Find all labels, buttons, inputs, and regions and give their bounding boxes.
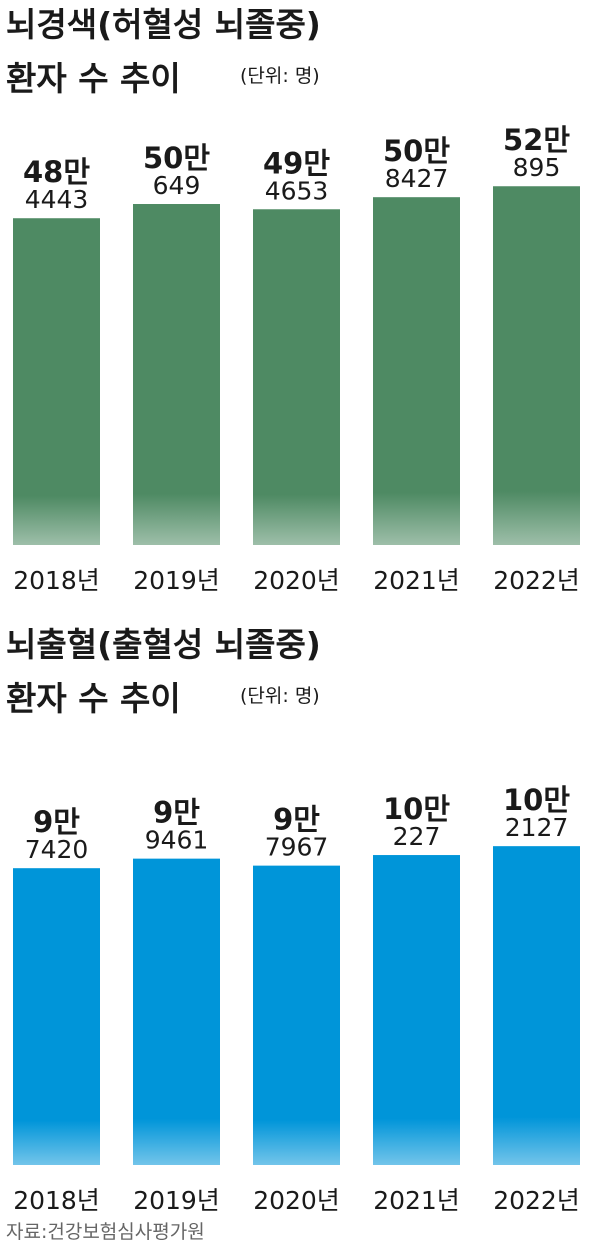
value-label-rest: 2127 (505, 813, 569, 842)
x-tick-label: 2020년 (253, 566, 340, 595)
bar (373, 197, 460, 545)
value-label-rest: 9461 (145, 826, 209, 855)
unit-label: (단위: 명) (240, 65, 320, 87)
value-label-main: 50만 (143, 141, 210, 175)
value-label-main: 50만 (383, 134, 450, 168)
value-label-rest: 8427 (385, 164, 449, 193)
bar (13, 218, 100, 545)
bar (493, 186, 580, 546)
value-label-rest: 4653 (265, 176, 329, 205)
bar (493, 846, 580, 1165)
x-tick-label: 2018년 (13, 566, 100, 595)
value-label-main: 9만 (273, 803, 320, 837)
chart-title: 뇌출혈(출혈성 뇌졸중) (6, 625, 321, 664)
bar (373, 855, 460, 1165)
chart-subtitle: 환자 수 추이 (6, 59, 181, 98)
x-tick-label: 2022년 (493, 566, 580, 595)
value-label-rest: 4443 (25, 185, 89, 214)
chart-title: 뇌경색(허혈성 뇌졸중) (6, 5, 321, 44)
bar (13, 868, 100, 1165)
x-tick-label: 2018년 (13, 1186, 100, 1215)
value-label-rest: 649 (153, 171, 201, 200)
value-label-rest: 227 (393, 822, 441, 851)
value-label-main: 10만 (383, 792, 450, 826)
bar (133, 204, 220, 545)
value-label-main: 10만 (503, 783, 570, 817)
value-label-rest: 895 (513, 153, 561, 182)
x-tick-label: 2022년 (493, 1186, 580, 1215)
value-label-main: 52만 (503, 123, 570, 157)
x-tick-label: 2021년 (373, 1186, 460, 1215)
value-label-rest: 7967 (265, 833, 329, 862)
chart-subtitle: 환자 수 추이 (6, 679, 181, 718)
source: 자료:건강보험심사평가원 (6, 1221, 205, 1243)
unit-label: (단위: 명) (240, 685, 320, 707)
bar (253, 865, 340, 1165)
x-tick-label: 2019년 (133, 566, 220, 595)
x-tick-label: 2020년 (253, 1186, 340, 1215)
bar (133, 858, 220, 1165)
value-label-main: 48만 (23, 155, 90, 189)
bar (253, 209, 340, 546)
value-label-main: 49만 (263, 146, 330, 180)
x-tick-label: 2021년 (373, 566, 460, 595)
x-tick-label: 2019년 (133, 1186, 220, 1215)
value-label-main: 9만 (33, 805, 80, 839)
value-label-rest: 7420 (25, 835, 89, 864)
value-label-main: 9만 (153, 796, 200, 830)
